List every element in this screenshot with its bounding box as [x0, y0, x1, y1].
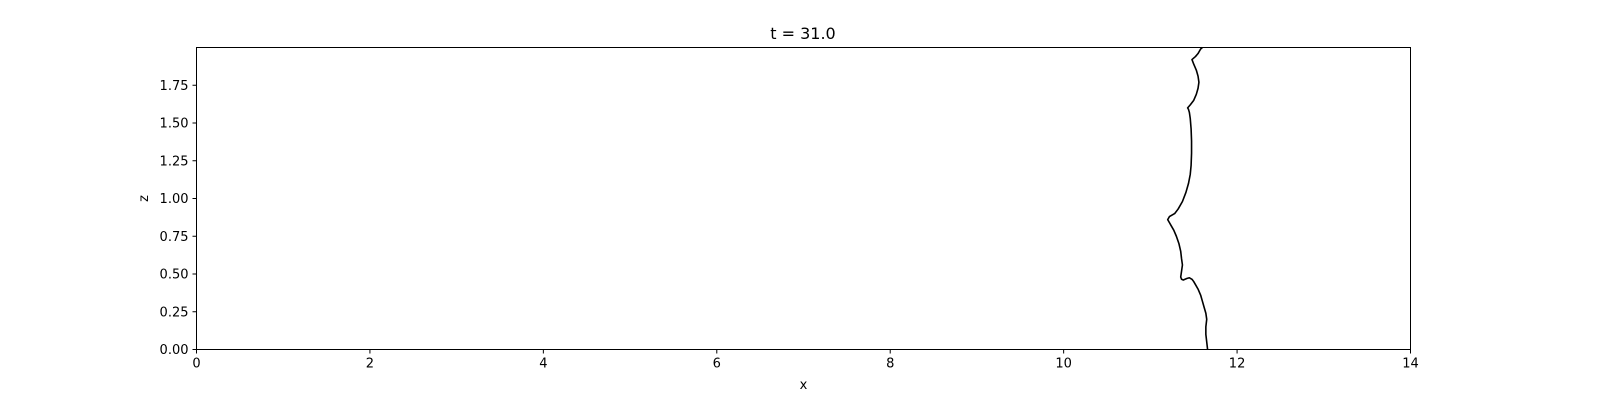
- y-tick-label: 0.50: [160, 268, 189, 283]
- x-tick-label: 6: [713, 357, 721, 372]
- y-tick-label: 0.75: [160, 230, 189, 245]
- x-tick-label: 12: [1229, 357, 1246, 372]
- x-tick-label: 10: [1055, 357, 1072, 372]
- x-axis-label: x: [800, 378, 808, 393]
- y-tick-label: 0.00: [160, 343, 189, 358]
- plot-area: [1166, 46, 1209, 350]
- x-tick-label: 14: [1402, 357, 1419, 372]
- chart-title: t = 31.0: [770, 24, 835, 43]
- y-tick-label: 1.25: [160, 154, 189, 169]
- series-line: [1166, 46, 1209, 350]
- y-axis: 0.00 0.25 0.50 0.75 1.00 1.25 1.50 1.75: [160, 79, 197, 358]
- x-tick-label: 4: [539, 357, 547, 372]
- y-tick-label: 1.50: [160, 117, 189, 132]
- y-tick-label: 1.75: [160, 79, 189, 94]
- x-tick-label: 0: [192, 357, 200, 372]
- x-axis: 0 2 4 6 8 10 12 14: [192, 349, 1419, 372]
- x-tick-label: 2: [366, 357, 374, 372]
- x-tick-label: 8: [886, 357, 894, 372]
- plot-frame: [196, 47, 1411, 350]
- y-tick-label: 1.00: [160, 192, 189, 207]
- y-axis-label: z: [137, 195, 152, 202]
- y-tick-label: 0.25: [160, 305, 189, 320]
